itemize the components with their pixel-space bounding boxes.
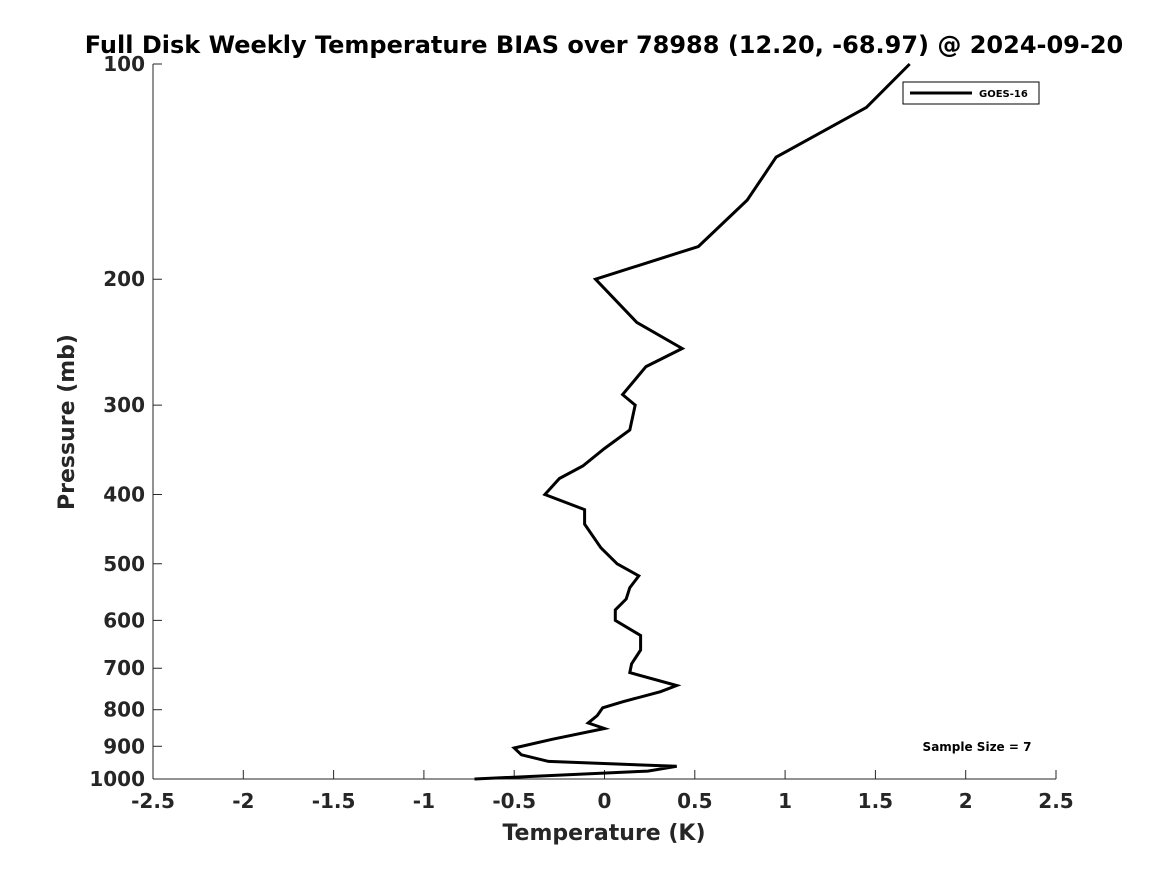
y-tick-label: 200 (103, 267, 145, 291)
series-line-goes-16 (474, 62, 911, 781)
y-tick-label: 600 (103, 608, 145, 632)
series-group (474, 62, 911, 781)
x-tick-label: 2 (959, 789, 973, 813)
y-tick-label: 500 (103, 552, 145, 576)
x-tick-label: -2 (232, 789, 254, 813)
y-tick-label: 300 (103, 393, 145, 417)
legend-label-goes-16: GOES-16 (979, 89, 1028, 100)
x-tick-label: 2.5 (1038, 789, 1073, 813)
x-tick-label: 0.5 (677, 789, 712, 813)
y-ticks: 100 200 300 400 500 600 700 800 900 1000 (89, 52, 162, 791)
sample-size-annotation: Sample Size = 7 (923, 740, 1032, 754)
x-tick-label: 1.5 (858, 789, 893, 813)
x-ticks: -2.5 -2 -1.5 -1 -0.5 0 0.5 1 1.5 2 2.5 (131, 770, 1074, 813)
y-tick-label: 1000 (89, 767, 145, 791)
y-tick-label: 800 (103, 698, 145, 722)
chart-title: Full Disk Weekly Temperature BIAS over 7… (85, 31, 1124, 59)
plot-axes (152, 64, 1056, 780)
y-tick-label: 400 (103, 482, 145, 506)
x-tick-label: -0.5 (492, 789, 536, 813)
y-tick-label: 900 (103, 734, 145, 758)
x-tick-label: -1.5 (312, 789, 356, 813)
y-axis-label: Pressure (mb) (55, 334, 80, 510)
x-tick-label: 0 (598, 789, 612, 813)
x-tick-label: -2.5 (131, 789, 175, 813)
y-tick-label: 100 (103, 52, 145, 76)
x-tick-label: -1 (413, 789, 435, 813)
x-axis-label: Temperature (K) (502, 821, 705, 846)
legend: GOES-16 (902, 81, 1040, 105)
y-tick-label: 700 (103, 656, 145, 680)
x-tick-label: 1 (778, 789, 792, 813)
